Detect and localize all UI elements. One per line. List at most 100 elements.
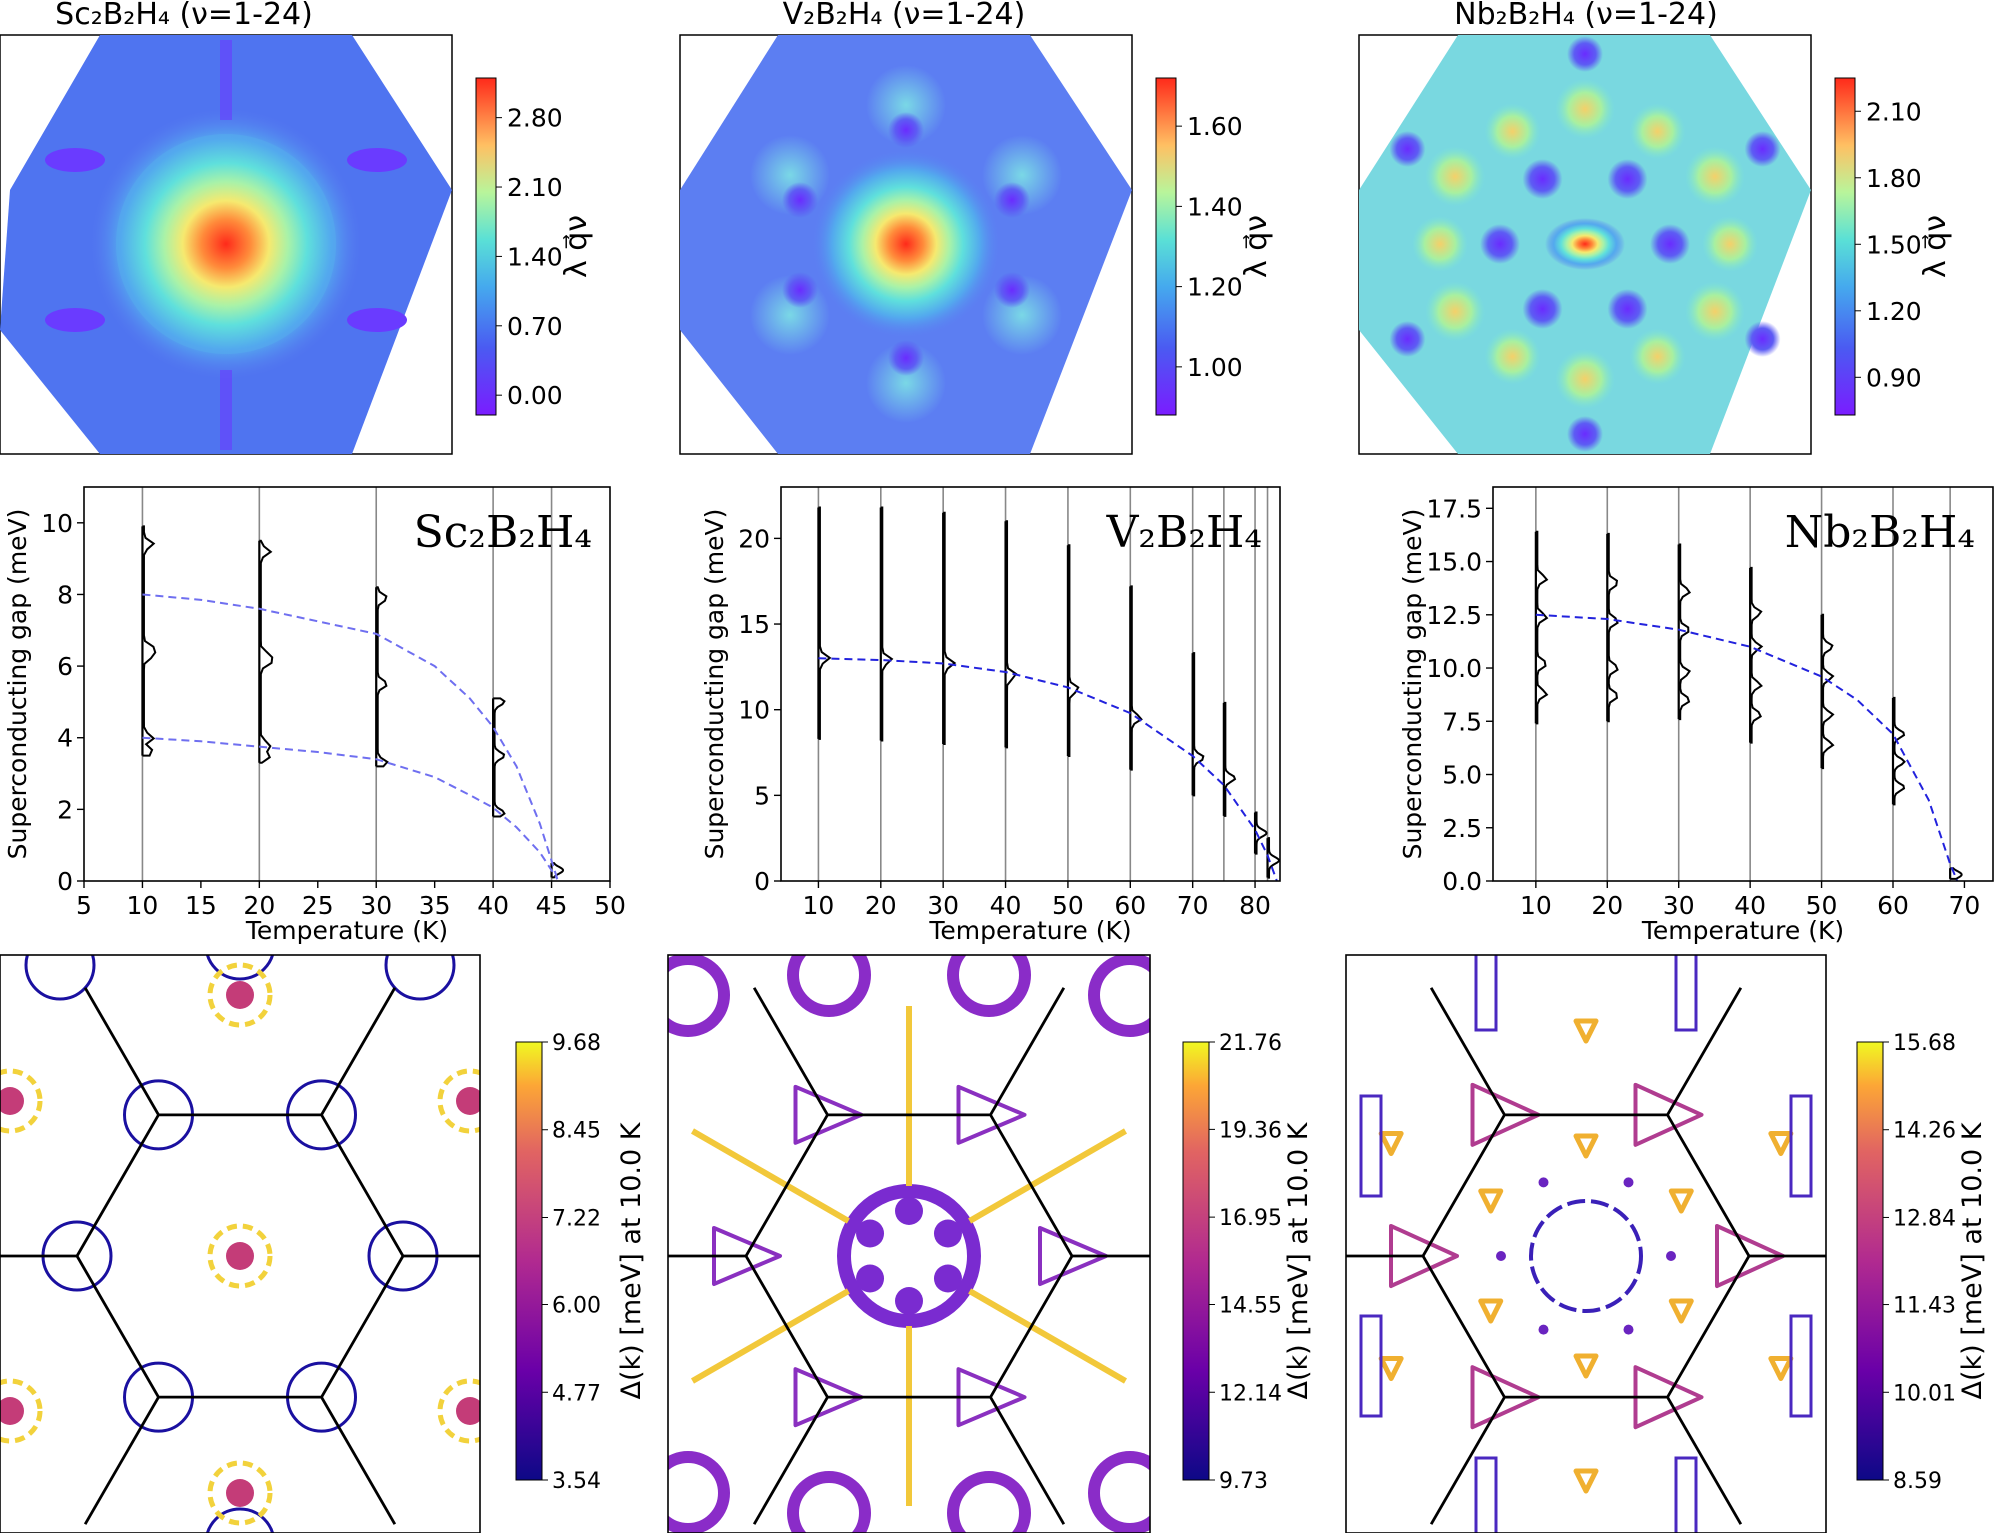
colorbar-tick-label: 14.55 [1219,1294,1282,1319]
fermi-star [207,1460,273,1526]
y-tick-label: 15 [738,610,770,639]
fermi-streak [1674,955,1698,1032]
fermi-dot [1496,1251,1506,1261]
fermi-frame [667,954,1151,1533]
fermi-dot [1538,1177,1549,1188]
gap-distribution [1950,867,1963,880]
gap-distribution [1535,530,1549,725]
y-axis-label: Superconducting gap (meV) [3,509,32,860]
colorbar-tick-label: 6.00 [552,1294,601,1319]
heatmap-colorbars: 0.00 0.70 1.40 2.10 2.80 λ q⃗ν 1.00 1.20 1.40 1.6… [475,77,1953,416]
fermi-content [668,955,1150,1533]
fermi-cluster [787,1471,871,1533]
heatmap-hotspot [811,149,1001,339]
gap-fit-line [142,593,559,880]
colorbar-tick-label: 1.20 [1187,273,1243,302]
fermi-core [226,1242,254,1270]
brillouin-spoke [320,987,397,1116]
y-tick-label: 4 [57,724,73,753]
y-axis-label: Superconducting gap (meV) [1398,509,1427,860]
fermi-dot [1623,1324,1634,1335]
colorbar [1182,1041,1210,1481]
colorbar-tick-label: 12.84 [1893,1206,1956,1231]
fermi-triangle [1668,1298,1694,1324]
heatmap-min [347,148,407,172]
y-tick-label: 5.0 [1442,761,1482,790]
fermi-frame [0,954,481,1533]
x-tick-label: 40 [477,891,509,920]
fermi-pocket [24,955,96,1001]
heatmap-min [1607,288,1648,329]
colorbar-tick-label: 16.95 [1219,1206,1282,1231]
brillouin-spoke [83,987,160,1116]
gap-distribution [1607,532,1619,723]
x-tick-label: 80 [1239,891,1271,920]
heatmap-v2b2h4: V₂B₂H₄ (ν=1-24) [679,0,1133,455]
x-tick-label: 10 [1520,891,1552,920]
heatmap-min [1567,36,1603,72]
colorbar-tick-label: 1.60 [1187,112,1243,141]
fermi-streak [1474,955,1498,1032]
gap-distribution [1223,701,1237,817]
chart-title: Sc₂B₂H₄ [414,507,592,558]
colorbar-tick-label: 11.43 [1893,1294,1956,1319]
colorbar-tick-label: 8.59 [1893,1469,1942,1494]
plot-frame [780,486,1281,882]
heatmap-min [220,40,232,120]
x-tick-label: 15 [185,891,217,920]
fermi-dot [1538,1324,1549,1335]
gap-chart-0: 5 10 15 20 25 30 35 40 45 50 0 2 4 6 8 10 Temperature (K… [3,486,626,945]
x-axis-label: Temperature (K) [928,916,1131,945]
colorbar [515,1041,543,1481]
fermi-triangle [1768,1356,1794,1381]
heatmap-spot [1684,146,1745,207]
heatmap-spot [866,65,946,145]
brillouin-spoke [1429,1396,1506,1525]
heatmap-spot [1629,328,1686,385]
fermi-dot [1623,1177,1634,1188]
fermi-pocket [205,1507,275,1533]
fermi-cluster [668,1451,730,1533]
colorbar-tick-label: 21.76 [1219,1031,1282,1056]
gap-fit-line [142,736,559,880]
colorbar [475,77,497,416]
gap-fit-line [818,657,1278,882]
x-tick-label: 60 [1877,891,1909,920]
x-tick-label: 20 [243,891,275,920]
fermi-map-2: 8.59 10.01 11.43 12.84 14.26 15.68 Δ(k) [meV] … [1345,954,1988,1533]
colorbar-tick-label: 1.40 [507,242,563,271]
x-tick-label: 40 [1734,891,1766,920]
gap-distribution [142,525,157,757]
gap-distribution [1005,520,1018,749]
fermi-core [456,1087,480,1115]
gap-distribution [1893,696,1906,806]
heatmap-min [782,182,818,218]
heatmap-spot [1484,328,1541,385]
fermi-streak [1789,1094,1813,1198]
brillouin-spoke [320,1396,397,1525]
heatmap-min [1650,224,1690,264]
x-tick-label: 70 [1949,891,1981,920]
heatmap-nb2b2h4: Nb₂B₂H₄ (ν=1-24) [1358,0,1812,455]
heatmap-min [347,308,407,332]
x-tick-label: 30 [1663,891,1695,920]
colorbar-tick-label: 8.45 [552,1119,601,1144]
gap-distribution [880,506,894,742]
fermi-streak [1359,1314,1383,1418]
fermi-triangle [1378,1356,1404,1381]
heatmap-spot [1425,281,1486,342]
y-tick-label: 17.5 [1426,494,1482,523]
gap-distribution [1678,543,1692,721]
y-tick-label: 0.0 [1442,867,1482,896]
y-tick-label: 10.0 [1426,654,1482,683]
fermi-pocket [1470,1082,1541,1147]
chart-title: V₂B₂H₄ [1106,507,1262,558]
fermi-triangle [1573,1353,1599,1379]
fermi-star [207,962,273,1028]
fermi-pocket [205,955,275,981]
fermi-streak [1474,1456,1498,1533]
x-tick-label: 45 [536,891,568,920]
gap-fit-line [1535,613,1959,882]
fermi-bridge [690,1128,850,1224]
